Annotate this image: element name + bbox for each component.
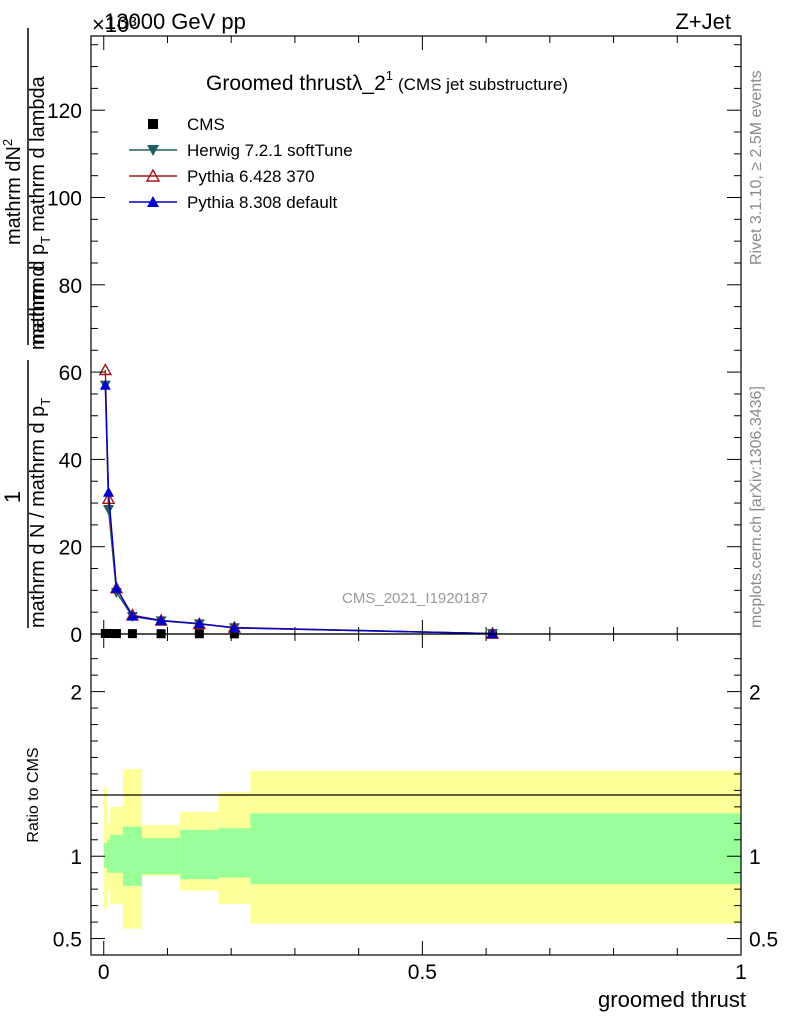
y-tick-label: 120	[47, 100, 82, 123]
process-label: Z+Jet	[675, 9, 731, 34]
legend-label-cms: CMS	[187, 115, 225, 134]
y-tick-label: 20	[59, 537, 82, 560]
legend-label-herwig-7-2-1-softtune: Herwig 7.2.1 softTune	[187, 141, 353, 160]
legend: CMS Herwig 7.2.1 softTune Pythia 6.428 370…	[129, 115, 353, 212]
y-tick-label: 0	[70, 624, 82, 647]
title-superscript: 1	[386, 68, 393, 83]
legend-marker-pythia-8-308-default	[147, 196, 159, 207]
ylabel-rest-den-sub: T	[38, 236, 53, 244]
point-herwig-7-2-1-softtune	[103, 505, 115, 516]
ratio-y-tick-label-right: 1	[749, 846, 761, 869]
point-pythia-8-308-default	[126, 610, 138, 621]
x-tick-label: 1	[735, 961, 747, 984]
ylabel-frac-denominator: mathrm d N / mathrm d p	[27, 406, 49, 628]
y-tick-label: 80	[59, 275, 82, 298]
ratio-y-tick-label-right: 0.5	[749, 929, 778, 952]
svg-text:mathrm d N / mathrm d pT: mathrm d N / mathrm d pT	[27, 398, 53, 628]
ylabel-main: 1 mathrm d N / mathrm d pT mathrm d math…	[0, 28, 53, 628]
ratio-stat-band	[180, 829, 219, 880]
ratio-bands	[103, 768, 741, 929]
exponent-label: ×10³	[92, 12, 137, 37]
ratio-stat-band	[103, 843, 107, 868]
svg-text:Groomed thrustλ_21(CMS jet sub: Groomed thrustλ_21 (CMS jet substructure)	[206, 68, 568, 95]
ratio-panel-frame	[90, 633, 742, 956]
point-pythia-8-308-default	[486, 628, 498, 639]
ylabel-ratio: Ratio to CMS	[25, 747, 42, 842]
y-tick-label: 40	[59, 449, 82, 472]
xlabel: groomed thrust	[598, 987, 746, 1012]
svg-text:mathrm d: mathrm d	[27, 266, 49, 350]
ylabel-rest-sup: 2	[0, 139, 15, 146]
ylabel-rest-mathrm: mathrm d	[3, 161, 25, 245]
point-pythia-6-428-370	[101, 491, 116, 504]
energy-label: 13000 GeV pp	[104, 9, 246, 34]
point-pythia-8-308-default	[103, 486, 115, 497]
svg-text:mathrm dN2: mathrm dN2	[0, 139, 25, 245]
ratio-stat-band	[110, 834, 123, 873]
legend-marker-pythia-6-428-370	[145, 168, 161, 182]
ratio-y-tick-label: 0.5	[53, 929, 82, 952]
ratio-y-tick-label: 1	[70, 846, 82, 869]
x-tick-label: 0.5	[408, 961, 437, 984]
plot-title: Groomed thrustλ_21 (CMS jet substructure)	[206, 68, 568, 95]
ratio-stat-band	[250, 813, 741, 885]
point-pythia-8-308-default	[99, 379, 111, 390]
ratio-stat-band	[106, 839, 111, 873]
ratio-stat-band	[218, 828, 251, 878]
ylabel-frac-numerator: 1	[0, 491, 25, 503]
ylabel-rest: mathrm d	[27, 266, 49, 350]
point-pythia-6-428-370	[98, 362, 113, 376]
series-line-pythia-8-308-default	[104, 385, 493, 635]
point-pythia-8-308-default	[110, 582, 122, 593]
title-main: Groomed thrustλ_2	[206, 72, 386, 95]
legend-label-pythia-8-308-default: Pythia 8.308 default	[187, 193, 338, 212]
legend-label-pythia-6-428-370: Pythia 6.428 370	[187, 167, 315, 186]
y-tick-label: 60	[59, 362, 82, 385]
analysis-tag: CMS_2021_I1920187	[342, 590, 488, 607]
ratio-y-tick-label: 2	[70, 682, 82, 705]
ratio-stat-band	[141, 838, 181, 875]
legend-marker-herwig-7-2-1-softtune	[147, 145, 159, 156]
svg-text:mathrm d pTmathrm d lambda: mathrm d pTmathrm d lambda	[27, 75, 53, 345]
x-tick-label: 0	[98, 961, 110, 984]
title-subtitle: (CMS jet substructure)	[398, 75, 568, 94]
ylabel-frac-denominator-sub: T	[38, 398, 53, 406]
point-pythia-8-308-default	[155, 614, 167, 626]
ratio-stat-band	[122, 826, 142, 886]
ylabel-rest-den: mathrm d p	[27, 244, 49, 345]
mcplots-label: mcplots.cern.ch [arXiv:1306.3436]	[748, 386, 765, 628]
ratio-y-tick-label-right: 2	[749, 682, 761, 705]
point-pythia-8-308-default	[193, 618, 205, 629]
rivet-label: Rivet 3.1.10, ≥ 2.5M events	[748, 70, 765, 265]
y-tick-label: 100	[47, 188, 82, 211]
ylabel-rest-n: N	[3, 146, 25, 160]
ylabel-rest-den2: mathrm d lambda	[27, 75, 49, 231]
legend-marker-cms	[148, 119, 158, 129]
